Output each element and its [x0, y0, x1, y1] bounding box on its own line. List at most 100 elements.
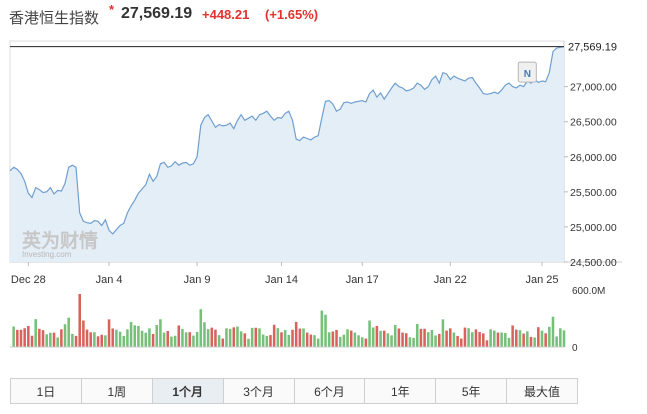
range-1-month[interactable]: 1个月: [152, 379, 224, 403]
x-tick-label: Jan 17: [346, 274, 379, 286]
volume-bar: [221, 338, 225, 347]
range-5-years[interactable]: 5年: [436, 379, 508, 403]
volume-bar: [313, 335, 316, 347]
volume-bar: [247, 338, 250, 347]
volume-bar: [555, 336, 558, 347]
volume-bar: [225, 328, 228, 347]
volume-bar: [452, 332, 456, 347]
range-1-day[interactable]: 1日: [11, 379, 82, 403]
volume-bar: [155, 325, 159, 347]
volume-bar: [375, 325, 379, 347]
volume-bar: [445, 330, 448, 347]
volume-bar: [38, 328, 41, 347]
volume-bar: [258, 328, 261, 347]
realtime-star-icon: *: [109, 2, 115, 17]
range-max[interactable]: 最大值: [524, 384, 561, 399]
volume-bar: [471, 332, 474, 347]
range-1-year[interactable]: 1年: [365, 379, 437, 403]
volume-bar: [228, 328, 232, 347]
volume-bar: [217, 335, 221, 347]
price-chart[interactable]: 27,569.19 24,500.00 25,000.00 25,500.00 26,0…: [0, 0, 647, 378]
y-tick-label: 27,000.00: [570, 82, 617, 94]
volume-bar: [526, 331, 529, 347]
volume-bar: [463, 327, 467, 347]
volume-bar: [342, 334, 346, 347]
volume-bar: [504, 333, 507, 347]
volume-bar: [493, 330, 496, 347]
volume-bar: [500, 332, 503, 347]
volume-bar: [118, 331, 122, 347]
price-line: [9, 46, 565, 235]
volume-bar: [434, 335, 437, 347]
volume-bar: [515, 329, 518, 347]
volume-bar: [89, 332, 92, 347]
volume-bar: [236, 326, 239, 347]
volume-bar: [324, 314, 327, 347]
volume-bar: [85, 329, 89, 347]
volume-bar: [551, 316, 555, 347]
volume-bar: [269, 335, 272, 347]
news-marker-icon: N: [524, 69, 531, 80]
volume-bar: [111, 328, 115, 347]
volume-bar: [448, 328, 452, 347]
volume-bar: [210, 327, 214, 347]
x-tick-label: Jan 14: [265, 274, 298, 286]
volume-bar: [548, 326, 551, 347]
time-range-selector: 1日 1周 1个月 3个月 6个月 1年 5年 最大值: [10, 378, 578, 404]
volume-bar: [408, 337, 412, 347]
volume-bar: [206, 329, 210, 347]
volume-bar: [166, 331, 170, 347]
volume-bar: [144, 332, 148, 347]
volume-bar: [23, 328, 26, 347]
volume-bar: [386, 333, 390, 347]
volume-bar: [562, 330, 566, 347]
volume-bar: [93, 332, 96, 347]
volume-bar: [177, 325, 181, 347]
volume-bar: [52, 332, 56, 347]
volume-bar: [419, 328, 423, 347]
volume-bar: [78, 294, 81, 347]
volume-bar: [316, 338, 320, 347]
volume-bar: [331, 331, 335, 347]
volume-bar: [107, 319, 111, 347]
volume-bar: [327, 332, 331, 347]
volume-bar: [239, 331, 243, 347]
volume-bar: [199, 309, 203, 347]
volume-bar: [137, 325, 140, 347]
volume-bar: [368, 320, 371, 347]
volume-bar: [16, 329, 19, 347]
volume-bar: [467, 328, 470, 347]
volume-bar: [305, 332, 309, 347]
volume-bar: [349, 330, 353, 347]
volume-bar: [12, 326, 15, 347]
volume-bar: [529, 336, 533, 347]
volume-bar: [60, 329, 63, 347]
volume-bar: [478, 332, 481, 347]
volume-bar: [357, 335, 360, 347]
range-1-week[interactable]: 1周: [82, 379, 153, 403]
volume-bar: [485, 340, 489, 347]
volume-bar: [412, 337, 415, 347]
volume-bar: [27, 325, 30, 347]
volume-bar: [159, 319, 162, 347]
volume-bar: [518, 330, 522, 347]
volume-bar: [353, 332, 357, 347]
volume-bar: [379, 330, 382, 347]
watermark-logo: 英为财情: [22, 229, 98, 252]
range-6-months[interactable]: 6个月: [295, 379, 366, 403]
news-marker-box: [517, 61, 537, 83]
volume-bar: [537, 327, 540, 347]
range-3-months[interactable]: 3个月: [224, 379, 295, 403]
x-tick-label: Jan 25: [525, 274, 558, 286]
volume-bar: [426, 332, 430, 347]
volume-bar: [151, 333, 155, 347]
volume-bar: [195, 331, 199, 347]
volume-bar: [19, 329, 23, 347]
volume-bar: [511, 325, 514, 347]
volume-bar: [272, 324, 276, 347]
volume-bar: [482, 333, 485, 347]
volume-bar: [203, 322, 206, 347]
volume-bar: [496, 332, 500, 347]
last-price: 27,569.19: [121, 5, 193, 22]
volume-bar: [133, 325, 137, 347]
